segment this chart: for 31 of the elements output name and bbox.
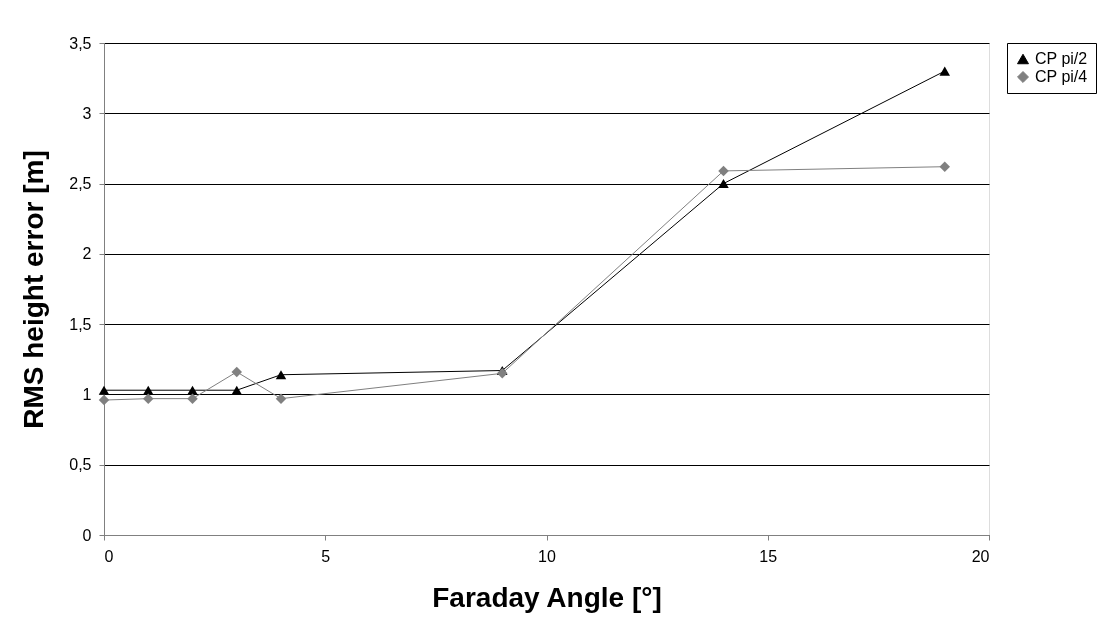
y-axis-title: RMS height error [m] (18, 150, 50, 429)
point (939, 66, 950, 76)
y-tick-label: 0 (82, 526, 92, 544)
x-tick-label: 20 (971, 547, 990, 565)
y-tick-label: 2,5 (69, 175, 92, 193)
point (275, 370, 287, 380)
y-tick-label: 3,5 (69, 34, 92, 52)
point (231, 385, 242, 395)
x-tick-label: 15 (759, 547, 778, 565)
point (143, 385, 154, 395)
point (231, 366, 242, 378)
x-tick-label: 10 (538, 547, 556, 565)
y-tick-label: 2 (82, 245, 92, 263)
legend-label: CP pi/2 (1035, 50, 1088, 67)
y-tick-label: 3 (82, 104, 92, 122)
y-tick-label: 1 (82, 385, 92, 403)
point (275, 393, 287, 404)
x-tick-label: 5 (321, 547, 331, 565)
point (98, 394, 110, 406)
point (718, 165, 729, 177)
point (98, 385, 110, 395)
point (143, 393, 154, 404)
legend-label: CP pi/4 (1035, 68, 1088, 85)
y-tick-label: 1,5 (69, 315, 92, 333)
point (939, 161, 950, 172)
point (187, 385, 198, 395)
x-axis-title: Faraday Angle [°] (432, 581, 662, 613)
x-tick-label: 0 (104, 547, 114, 565)
point (187, 393, 198, 404)
y-tick-label: 0,5 (69, 456, 92, 474)
point (718, 179, 729, 189)
